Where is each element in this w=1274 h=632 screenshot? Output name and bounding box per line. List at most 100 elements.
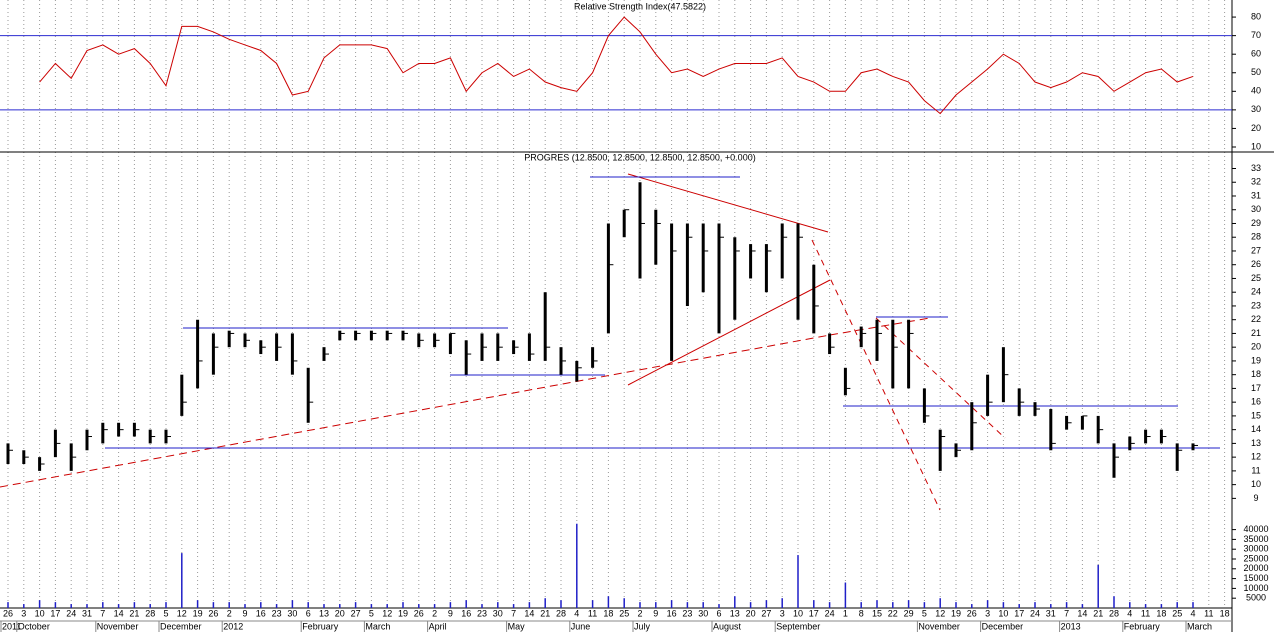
x-tick-label: 6	[306, 608, 311, 618]
x-tick-label: 14	[524, 608, 534, 618]
volume-bar	[623, 598, 625, 608]
x-tick-label: 19	[398, 608, 408, 618]
volume-bar	[797, 555, 799, 608]
x-tick-label: 9	[242, 608, 247, 618]
volume-bar	[1097, 564, 1099, 608]
volume-bar	[181, 553, 183, 608]
x-tick-label: 31	[82, 608, 92, 618]
y-tick-label: 80	[1251, 11, 1261, 21]
x-tick-label: 26	[414, 608, 424, 618]
x-tick-label: 17	[50, 608, 60, 618]
volume-bar	[718, 604, 720, 608]
volume-bar	[907, 600, 910, 608]
volume-bar	[670, 600, 673, 608]
x-tick-label: 26	[208, 608, 218, 618]
y-tick-label: 25	[1251, 273, 1261, 283]
y-tick-label: 20	[1251, 342, 1261, 352]
x-tick-label: 28	[145, 608, 155, 618]
month-label: February	[302, 621, 339, 631]
volume-bar	[986, 600, 989, 608]
volume-bar	[117, 604, 120, 608]
volume-bar	[1034, 602, 1036, 608]
x-tick-label: 26	[967, 608, 977, 618]
volume-bar	[196, 600, 199, 608]
y-tick-label: 30	[1251, 204, 1261, 214]
volume-bar	[591, 600, 594, 608]
x-tick-label: 24	[1030, 608, 1040, 618]
volume-bar	[418, 604, 420, 608]
y-tick-label: 18	[1251, 369, 1261, 379]
x-tick-label: 11	[1141, 608, 1150, 618]
month-label: August	[713, 621, 742, 631]
month-label: July	[634, 621, 651, 631]
month-label: November	[918, 621, 960, 631]
x-tick-label: 19	[951, 608, 961, 618]
volume-bar	[433, 604, 436, 608]
month-label: 2011	[2, 621, 21, 631]
y-tick-label: 25000	[1243, 553, 1268, 563]
x-tick-label: 12	[382, 608, 392, 618]
y-tick-label: 17	[1251, 383, 1261, 393]
volume-bar	[244, 604, 246, 608]
volume-bar	[228, 602, 230, 608]
y-tick-label: 16	[1251, 397, 1261, 407]
month-label: March	[365, 621, 390, 631]
x-tick-label: 23	[682, 608, 692, 618]
volume-bar	[339, 604, 341, 608]
x-tick-label: 7	[1064, 608, 1069, 618]
volume-bar	[1113, 596, 1115, 608]
y-tick-label: 30000	[1243, 544, 1268, 554]
trend-line	[627, 279, 831, 386]
x-tick-label: 4	[1190, 608, 1195, 618]
x-tick-label: 20	[746, 608, 756, 618]
volume-bar	[481, 604, 483, 608]
x-tick-label: 4	[1127, 608, 1132, 618]
annotations	[0, 173, 1220, 511]
x-tick-label: 16	[667, 608, 677, 618]
volume-bar	[528, 602, 531, 608]
x-tick-label: 10	[793, 608, 803, 618]
volume-bar	[876, 600, 878, 608]
y-tick-label: 70	[1251, 30, 1261, 40]
volume-bar	[149, 604, 151, 608]
x-tick-label: 18	[1220, 608, 1230, 618]
y-tick-label: 24	[1251, 287, 1261, 297]
volume-bar	[23, 604, 25, 608]
volume-bar	[1176, 602, 1178, 608]
trend-line	[811, 239, 941, 511]
x-tick-label: 27	[351, 608, 361, 618]
x-tick-label: 21	[540, 608, 550, 618]
volume-bar	[7, 602, 9, 608]
x-tick-label: 1	[843, 608, 848, 618]
y-tick-label: 12	[1251, 452, 1261, 462]
y-tick-label: 15000	[1243, 573, 1268, 583]
x-tick-label: 28	[556, 608, 566, 618]
y-tick-label: 23	[1251, 300, 1261, 310]
x-tick-label: 5	[369, 608, 374, 618]
month-label: May	[508, 621, 526, 631]
volume-bar	[828, 602, 831, 608]
x-tick-label: 23	[272, 608, 282, 618]
price-title: PROGRES (12.8500, 12.8500, 12.8500, 12.8…	[524, 152, 755, 162]
volume-bar	[512, 604, 515, 608]
x-tick-label: 30	[287, 608, 297, 618]
x-tick-label: 17	[809, 608, 819, 618]
x-tick-label: 10	[35, 608, 45, 618]
x-tick-label: 15	[872, 608, 882, 618]
volume-bar	[1018, 604, 1020, 608]
y-tick-label: 27	[1251, 245, 1261, 255]
volume-bar	[923, 602, 926, 608]
x-tick-label: 4	[574, 608, 579, 618]
volume-bar	[54, 602, 57, 608]
y-tick-label: 10000	[1243, 583, 1268, 593]
volume-bar	[370, 604, 373, 608]
trend-line	[627, 173, 829, 233]
volume-bar	[971, 604, 973, 608]
month-label: December	[982, 621, 1024, 631]
month-label: June	[571, 621, 591, 631]
x-tick-label: 11	[1204, 608, 1213, 618]
volume-bar	[386, 604, 388, 608]
x-tick-label: 7	[100, 608, 105, 618]
volume-bar	[38, 600, 41, 608]
